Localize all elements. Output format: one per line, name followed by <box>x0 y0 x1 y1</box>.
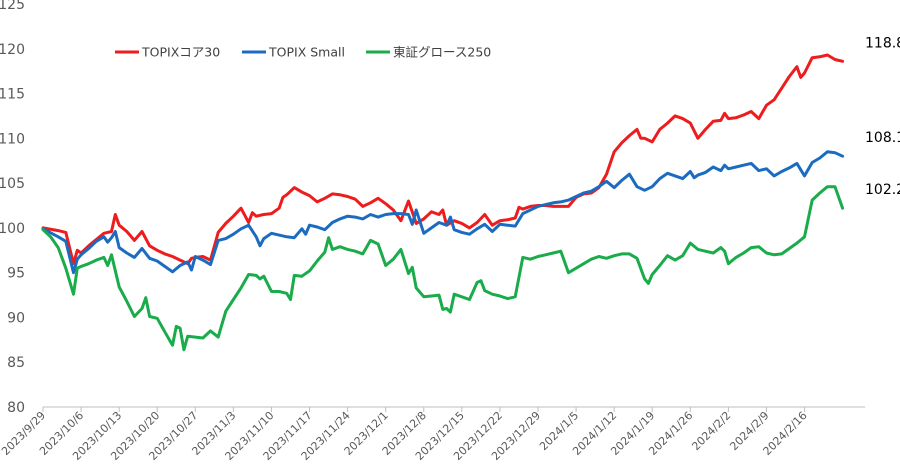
y-tick-label: 90 <box>7 310 25 326</box>
legend-entry: TOPIX Small <box>242 45 345 60</box>
legend-entry: 東証グロース250 <box>366 45 491 60</box>
y-tick-label: 110 <box>0 131 25 147</box>
legend-label: TOPIXコア30 <box>141 45 220 60</box>
series-lines <box>41 53 845 352</box>
end-value-label: 108.1 <box>865 130 900 146</box>
series-line-2 <box>41 150 845 275</box>
y-tick-label: 125 <box>0 0 25 13</box>
y-tick-label: 95 <box>7 266 25 282</box>
legend: TOPIXコア30 TOPIX Small 東証グロース250 <box>115 45 491 60</box>
y-tick-label: 100 <box>0 221 25 237</box>
legend-entry: TOPIXコア30 <box>115 45 220 60</box>
end-value-label: 118.8 <box>865 35 900 51</box>
y-tick-label: 105 <box>0 176 25 192</box>
y-tick-label: 85 <box>7 355 25 371</box>
y-axis: 80 85 90 95 100 105 110 115 120 125 <box>0 0 25 416</box>
y-tick-label: 115 <box>0 87 25 103</box>
end-value-label: 102.2 <box>865 182 900 198</box>
legend-label: 東証グロース250 <box>393 45 491 60</box>
y-tick-label: 120 <box>0 42 25 58</box>
legend-label: TOPIX Small <box>268 45 345 60</box>
x-tick-label: 2024/2/2 <box>689 409 733 453</box>
series-line-3 <box>41 185 845 352</box>
y-tick-label: 80 <box>7 400 25 416</box>
end-labels: 118.8 108.1 102.2 <box>865 35 900 198</box>
x-axis: 2023/9/292023/10/62023/10/132023/10/2020… <box>0 407 810 463</box>
series-line-1 <box>41 53 845 266</box>
